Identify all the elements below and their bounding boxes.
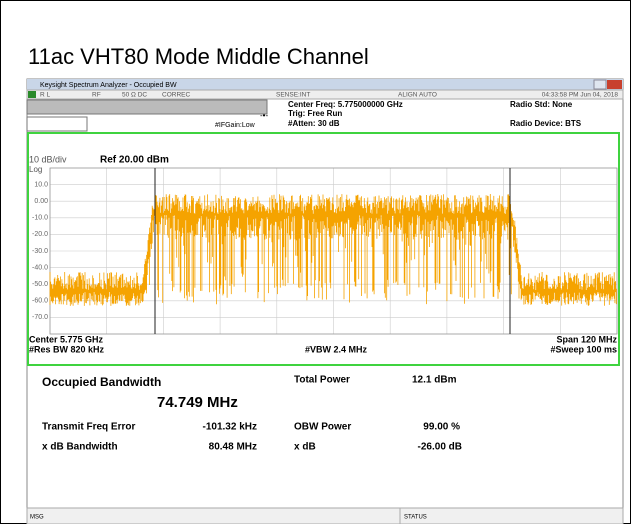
status-item: 50 Ω DC (122, 92, 147, 99)
page-title: 11ac VHT80 Mode Middle Channel (28, 44, 369, 69)
y-label: -20.0 (32, 231, 48, 238)
y-label: -70.0 (32, 314, 48, 321)
obw-value: 74.749 MHz (157, 394, 238, 411)
y-label: -30.0 (32, 248, 48, 255)
status-icon (28, 91, 36, 98)
window-title: Keysight Spectrum Analyzer - Occupied BW (40, 82, 177, 89)
plot-border (49, 167, 618, 335)
y-label: -10.0 (32, 215, 48, 222)
status-item: SENSE:INT (276, 92, 310, 99)
msg: MSG (30, 515, 44, 521)
freq-error: -101.32 kHz (203, 422, 257, 433)
input-field[interactable] (26, 99, 268, 115)
total-power-label: Total Power (294, 375, 350, 386)
vbw: #VBW 2.4 MHz (305, 344, 368, 354)
atten: #Atten: 30 dB (288, 119, 340, 128)
status-item: CORREC (162, 92, 190, 99)
trig: Trig: Free Run (288, 109, 342, 118)
scale: 10 dB/div (29, 154, 67, 164)
radio-device: Radio Device: BTS (510, 119, 582, 128)
freq-error-label: Transmit Freq Error (42, 422, 135, 433)
radio-std: Radio Std: None (510, 100, 573, 109)
center-label: Center 5.775 GHz (29, 334, 104, 344)
status-item: R L (40, 92, 51, 99)
sweep: #Sweep 100 ms (550, 344, 617, 354)
input-field[interactable] (26, 116, 88, 132)
obw-power: 99.00 % (423, 422, 460, 433)
y-label: -50.0 (32, 281, 48, 288)
y-label: 10.0 (34, 181, 48, 188)
status-bar (26, 89, 624, 100)
ref-level: Ref 20.00 dBm (100, 155, 169, 166)
status: STATUS (404, 515, 427, 521)
minimize-button[interactable] (593, 79, 607, 90)
spectrum-trace (49, 194, 617, 306)
y-label: 0.00 (34, 198, 48, 205)
y-label: -60.0 (32, 298, 48, 305)
window-titlebar (27, 79, 623, 90)
xdb-label: x dB (294, 442, 316, 453)
center-freq: Center Freq: 5.775000000 GHz (288, 100, 403, 109)
res-bw: #Res BW 820 kHz (29, 344, 105, 354)
span: Span 120 MHz (556, 334, 617, 344)
status-item: RF (92, 92, 101, 99)
status-item: ALIGN AUTO (398, 92, 437, 99)
obw-label: Occupied Bandwidth (42, 375, 161, 389)
trig-icon: -•- (260, 111, 268, 120)
status-datetime: 04:33:58 PM Jun 04, 2018 (542, 92, 619, 99)
message-bar (26, 507, 624, 525)
log-label: Log (29, 165, 42, 174)
y-label: -40.0 (32, 264, 48, 271)
xdb-bw: 80.48 MHz (209, 442, 257, 453)
close-button[interactable] (607, 80, 622, 89)
graph-panel (27, 132, 620, 366)
total-power: 12.1 dBm (412, 375, 457, 386)
ifgain: #IFGain:Low (215, 122, 256, 129)
obw-power-label: OBW Power (294, 422, 351, 433)
xdb-bw-label: x dB Bandwidth (42, 442, 118, 453)
xdb: -26.00 dB (418, 442, 462, 453)
